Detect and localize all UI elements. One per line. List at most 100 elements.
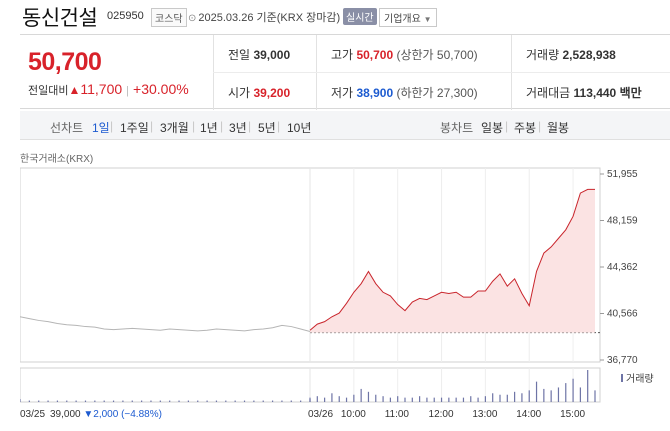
x-tick-label: 11:00 [385, 409, 410, 420]
candle-daily[interactable]: 일봉 [481, 121, 504, 135]
open-value: 39,200 [253, 86, 291, 100]
today-volume-bar [499, 394, 501, 402]
today-volume-bar [514, 391, 516, 402]
prev-volume-bar [141, 400, 143, 402]
realtime-button[interactable]: 실시간 [343, 8, 377, 25]
period-1w[interactable]: 1주일 [120, 121, 149, 135]
prev-volume-bar [206, 400, 208, 402]
today-volume-bar [309, 397, 311, 402]
prev-day-info: 39,000 ▼2,000 (−4.88%) [50, 409, 162, 420]
volume-label: 거래량 [526, 48, 560, 62]
prev-close-label: 전일 [228, 48, 251, 62]
prev-volume-bar [178, 400, 180, 402]
prev-volume-bar [281, 400, 283, 402]
today-volume-bar [557, 387, 560, 402]
current-price: 50,700 [28, 48, 102, 76]
prev-volume-bar [122, 400, 124, 402]
prev-volume-bar [150, 400, 152, 402]
x-tick-label: 14:00 [516, 409, 541, 420]
prev-volume-bar [56, 400, 59, 402]
prev-volume-bar [262, 400, 264, 402]
today-volume-bar [594, 390, 596, 402]
x-tick-label: 03/25 [20, 409, 45, 420]
prev-volume-bar [234, 400, 236, 402]
prev-volume-bar [271, 400, 274, 402]
today-volume-bar [404, 397, 406, 402]
company-overview-dropdown[interactable]: 기업개요 ▼ [379, 8, 437, 27]
today-volume-bar [572, 378, 574, 402]
period-3m[interactable]: 3개월 [160, 121, 189, 135]
market-badge: 코스닥 [151, 8, 187, 27]
chart-source: 한국거래소(KRX) [20, 154, 94, 165]
prev-day-price: 39,000 [50, 409, 83, 420]
line-chart-label: 선차트 [50, 121, 84, 135]
prev-volume-bar [20, 399, 21, 402]
today-volume-bar [543, 388, 545, 402]
prev-volume-bar [47, 400, 49, 402]
today-volume-bar [521, 393, 523, 402]
today-volume-bar [492, 393, 494, 402]
today-line [309, 188, 595, 331]
today-volume-bar [565, 383, 567, 402]
prev-volume-bar [243, 400, 246, 402]
prev-volume-bar [94, 400, 96, 402]
prev-volume-bar [103, 400, 105, 402]
x-tick-label: 12:00 [429, 409, 454, 420]
today-volume-bar [426, 397, 428, 402]
today-volume-bar [484, 396, 486, 402]
low-price: 저가 38,900 (하한가 27,300) [331, 84, 478, 101]
today-volume-bar [550, 390, 552, 402]
intraday-chart: 51,955 48,159 44,362 40,566 36,770 거래량 03/25 03… [20, 146, 670, 431]
volume: 거래량 2,528,938 [526, 46, 616, 63]
high-label: 고가 [331, 48, 354, 62]
stock-code: 025950 [107, 10, 144, 22]
open-label: 시가 [228, 86, 251, 100]
chevron-down-icon: ▼ [423, 15, 432, 24]
period-1y[interactable]: 1년 [200, 121, 218, 135]
today-volume-bar [345, 397, 348, 402]
prev-volume-bar [84, 400, 87, 402]
high-value: 50,700 [356, 48, 394, 62]
today-volume-bar [535, 381, 538, 402]
prev-volume-bar [75, 400, 77, 402]
period-5y[interactable]: 5년 [258, 121, 276, 135]
today-volume-bar [506, 394, 508, 402]
candle-monthly[interactable]: 월봉 [547, 121, 570, 135]
period-10y[interactable]: 10년 [287, 121, 312, 135]
prev-volume-bar [290, 400, 292, 402]
volume-legend-swatch [621, 374, 623, 382]
amount-label: 거래대금 [526, 86, 571, 100]
prev-volume-bar [28, 400, 30, 402]
candle-chart-label: 봉차트 [440, 121, 474, 135]
y-tick-label: 36,770 [607, 355, 638, 366]
chart-svg: 51,955 48,159 44,362 40,566 36,770 거래량 03/25 03… [20, 167, 654, 420]
y-tick-label: 44,362 [607, 262, 638, 273]
today-volume-bar [433, 397, 435, 402]
divider: | [192, 119, 196, 133]
prev-day-line [20, 316, 311, 332]
prev-volume-bar [112, 400, 115, 402]
prev-volume-bar [187, 400, 189, 402]
period-1d[interactable]: 1일 [92, 121, 110, 135]
prev-close: 전일 39,000 [228, 46, 290, 63]
prev-volume-bar [225, 400, 227, 402]
today-volume-bar [331, 393, 333, 402]
change-value: 11,700 [80, 81, 123, 97]
date-text: 2025.03.26 [198, 12, 254, 24]
divider: | [505, 119, 509, 133]
today-volume-bar [419, 396, 421, 402]
volume-legend-label: 거래량 [626, 373, 654, 385]
today-volume-bar [367, 391, 370, 402]
today-volume-bar [375, 394, 377, 402]
today-volume-bar [324, 397, 326, 402]
low-value: 38,900 [356, 86, 394, 100]
candle-weekly[interactable]: 주봉 [514, 121, 537, 135]
y-tick-label: 48,159 [607, 215, 638, 226]
today-area [310, 189, 595, 333]
divider: | [538, 119, 542, 133]
divider [213, 72, 670, 73]
period-3y[interactable]: 3년 [229, 121, 247, 135]
today-volume-bar [316, 396, 318, 402]
today-volume-bar [353, 394, 355, 402]
